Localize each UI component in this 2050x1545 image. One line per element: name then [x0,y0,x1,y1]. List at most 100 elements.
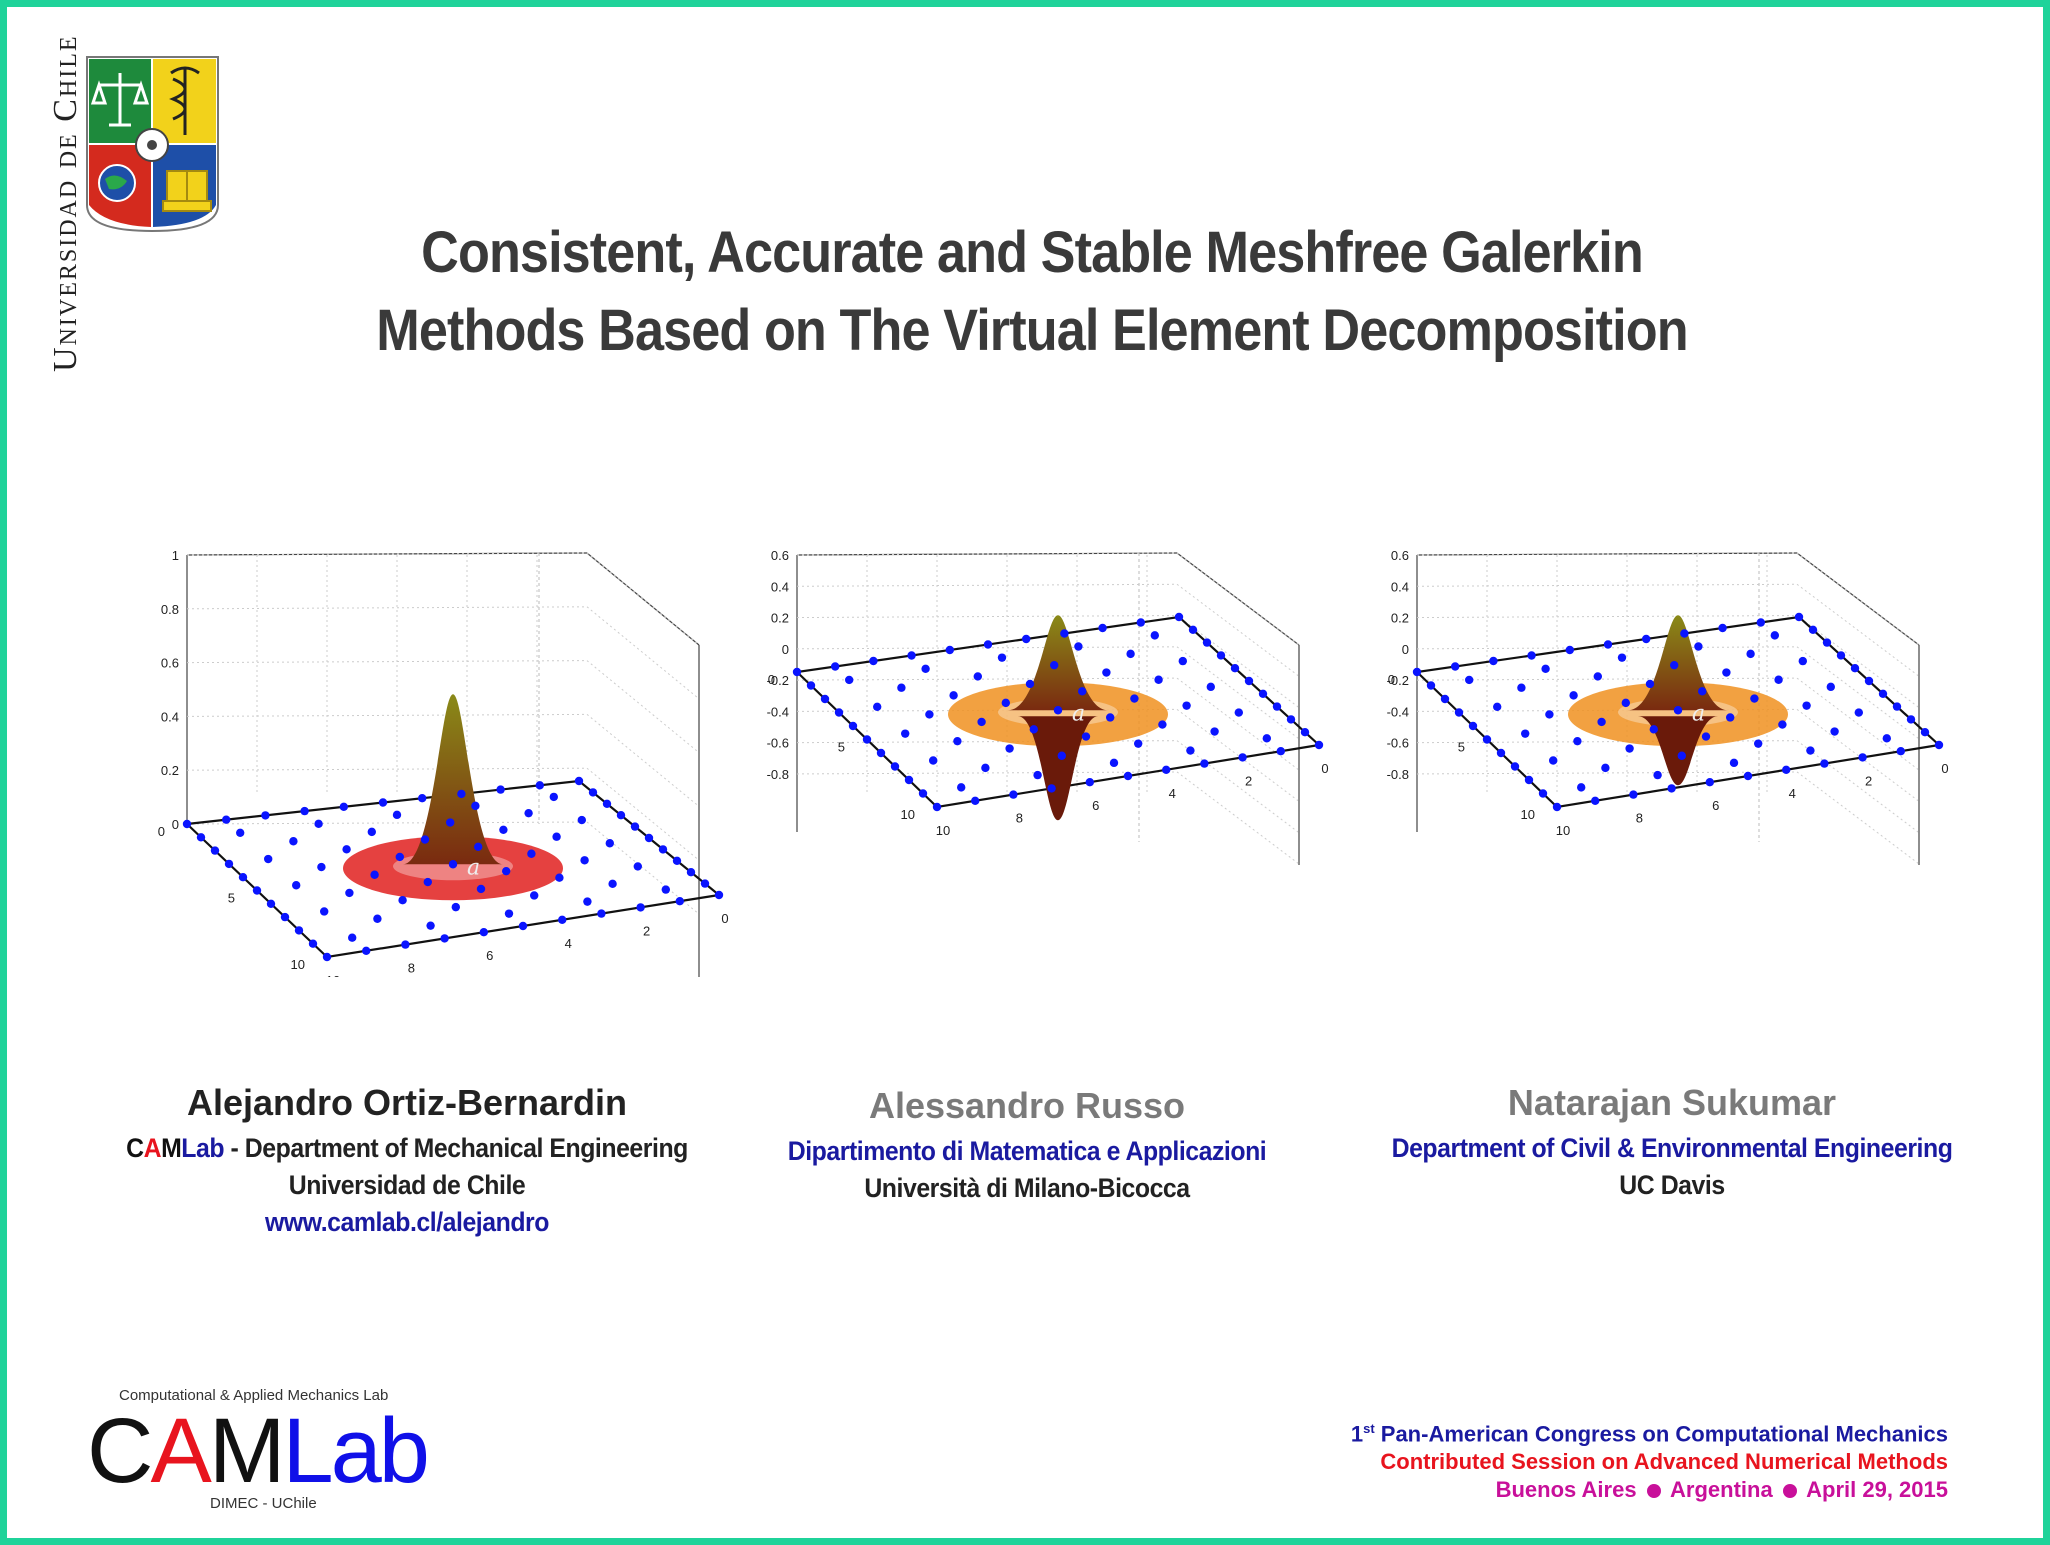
node-dot [530,891,539,900]
x-tick-label: 10 [326,973,340,977]
grid-line [186,821,588,825]
node-dot [420,835,430,844]
x-tick-label: 4 [1789,786,1796,801]
grid-line [1176,552,1300,646]
node-dot [1426,681,1436,690]
node-dot [1798,656,1807,666]
basis-function-trough [1018,716,1098,821]
z-tick-label: 0 [172,817,179,832]
node-dot [792,667,802,677]
node-dot [1493,702,1502,711]
node-dot [1836,651,1846,660]
node-dot [1750,694,1759,703]
node-dot [971,796,980,805]
node-dot [308,939,318,948]
z-tick-label: 0.6 [1391,548,1409,563]
node-dot [1756,618,1765,627]
node-dot [1182,701,1191,710]
node-dot [1597,717,1606,727]
grid-line [1796,740,1920,834]
figure-3: 0.6 0.4 0.2 0 -0.2 -0.4 -0.6 -0.8 a 0 5 10 10 8 6 4 2 0 [1357,537,1967,977]
node-dot [1106,713,1115,722]
node-dot [1545,710,1554,719]
y-tick-label: 5 [228,891,235,906]
node-dot [1920,728,1930,737]
node-dot [1794,612,1804,622]
node-dot [1822,638,1832,647]
node-dot [1022,634,1031,644]
node-dot [1701,732,1711,741]
node-dot [862,735,872,744]
author-3-block: Natarajan Sukumar Department of Civil & … [1347,1082,1997,1204]
node-dot [1705,778,1714,787]
node-dot [1726,713,1735,722]
node-dot [1272,702,1282,711]
node-dot [1489,656,1498,666]
node-dot [535,781,544,790]
node-dot [1878,689,1888,698]
node-dot [983,640,993,649]
node-dot [1206,682,1215,692]
node-dot [1060,629,1069,638]
node-dot [1025,679,1035,689]
node-dot [1770,631,1779,640]
node-dot [953,736,962,746]
x-tick-label: 8 [1016,811,1023,826]
node-dot [558,915,567,924]
node-dot [1130,694,1139,703]
node-dot [266,899,276,908]
y-tick-label: 10 [901,807,915,822]
node-dot [1154,675,1163,684]
author-2-affiliation: Università di Milano-Bicocca [864,1173,1190,1203]
nodes-group [792,612,1324,812]
grid-line [1796,615,1920,708]
node-dot [1591,796,1600,805]
node-dot [423,877,432,887]
node-dot [1642,634,1651,644]
node-dot [1906,715,1916,724]
node-dot [918,789,928,798]
node-dot [1601,763,1610,773]
z-tick-label: 0 [1402,642,1409,657]
node-dot [1276,747,1285,756]
node-dot [401,940,410,949]
author-1-url-link[interactable]: www.camlab.cl/alejandro [265,1207,549,1237]
z-tick-label: 0.4 [771,579,789,594]
grid-line [796,615,1178,619]
node-dot [1234,708,1243,717]
node-dot [636,903,645,912]
grid-line [1176,708,1300,802]
node-dot [261,811,270,820]
node-dot [342,845,351,854]
node-dot [1496,748,1506,758]
node-dot [1074,642,1083,651]
node-dot [1934,740,1944,750]
node-label: a [1072,701,1085,726]
node-dot [280,912,290,922]
node-dot [1200,759,1209,768]
node-dot [322,952,332,962]
z-tick-label: 0.6 [771,548,789,563]
x-tick-label: 6 [1092,798,1099,813]
node-dot [1538,789,1548,798]
basis-function-plot-1: 1 0.8 0.6 0.4 0.2 0 a 0 5 10 10 8 6 4 2 0 [158,548,729,1015]
node-dot [897,683,906,692]
node-dot [932,802,942,812]
node-dot [1244,676,1254,686]
node-dot [300,806,309,816]
axes-box [186,552,700,1015]
x-tick-label: 2 [1245,773,1252,788]
bullet-dot-icon [1782,1484,1797,1499]
node-dot [973,672,982,681]
grid-line [1176,740,1300,834]
grid-line [1176,677,1300,771]
node-dot [957,783,966,792]
node-dot [1174,612,1184,622]
node-dot [580,856,589,865]
node-dot [182,819,192,829]
node-dot [1210,727,1219,736]
node-dot [1451,662,1460,671]
x-tick-label: 8 [1636,811,1643,826]
